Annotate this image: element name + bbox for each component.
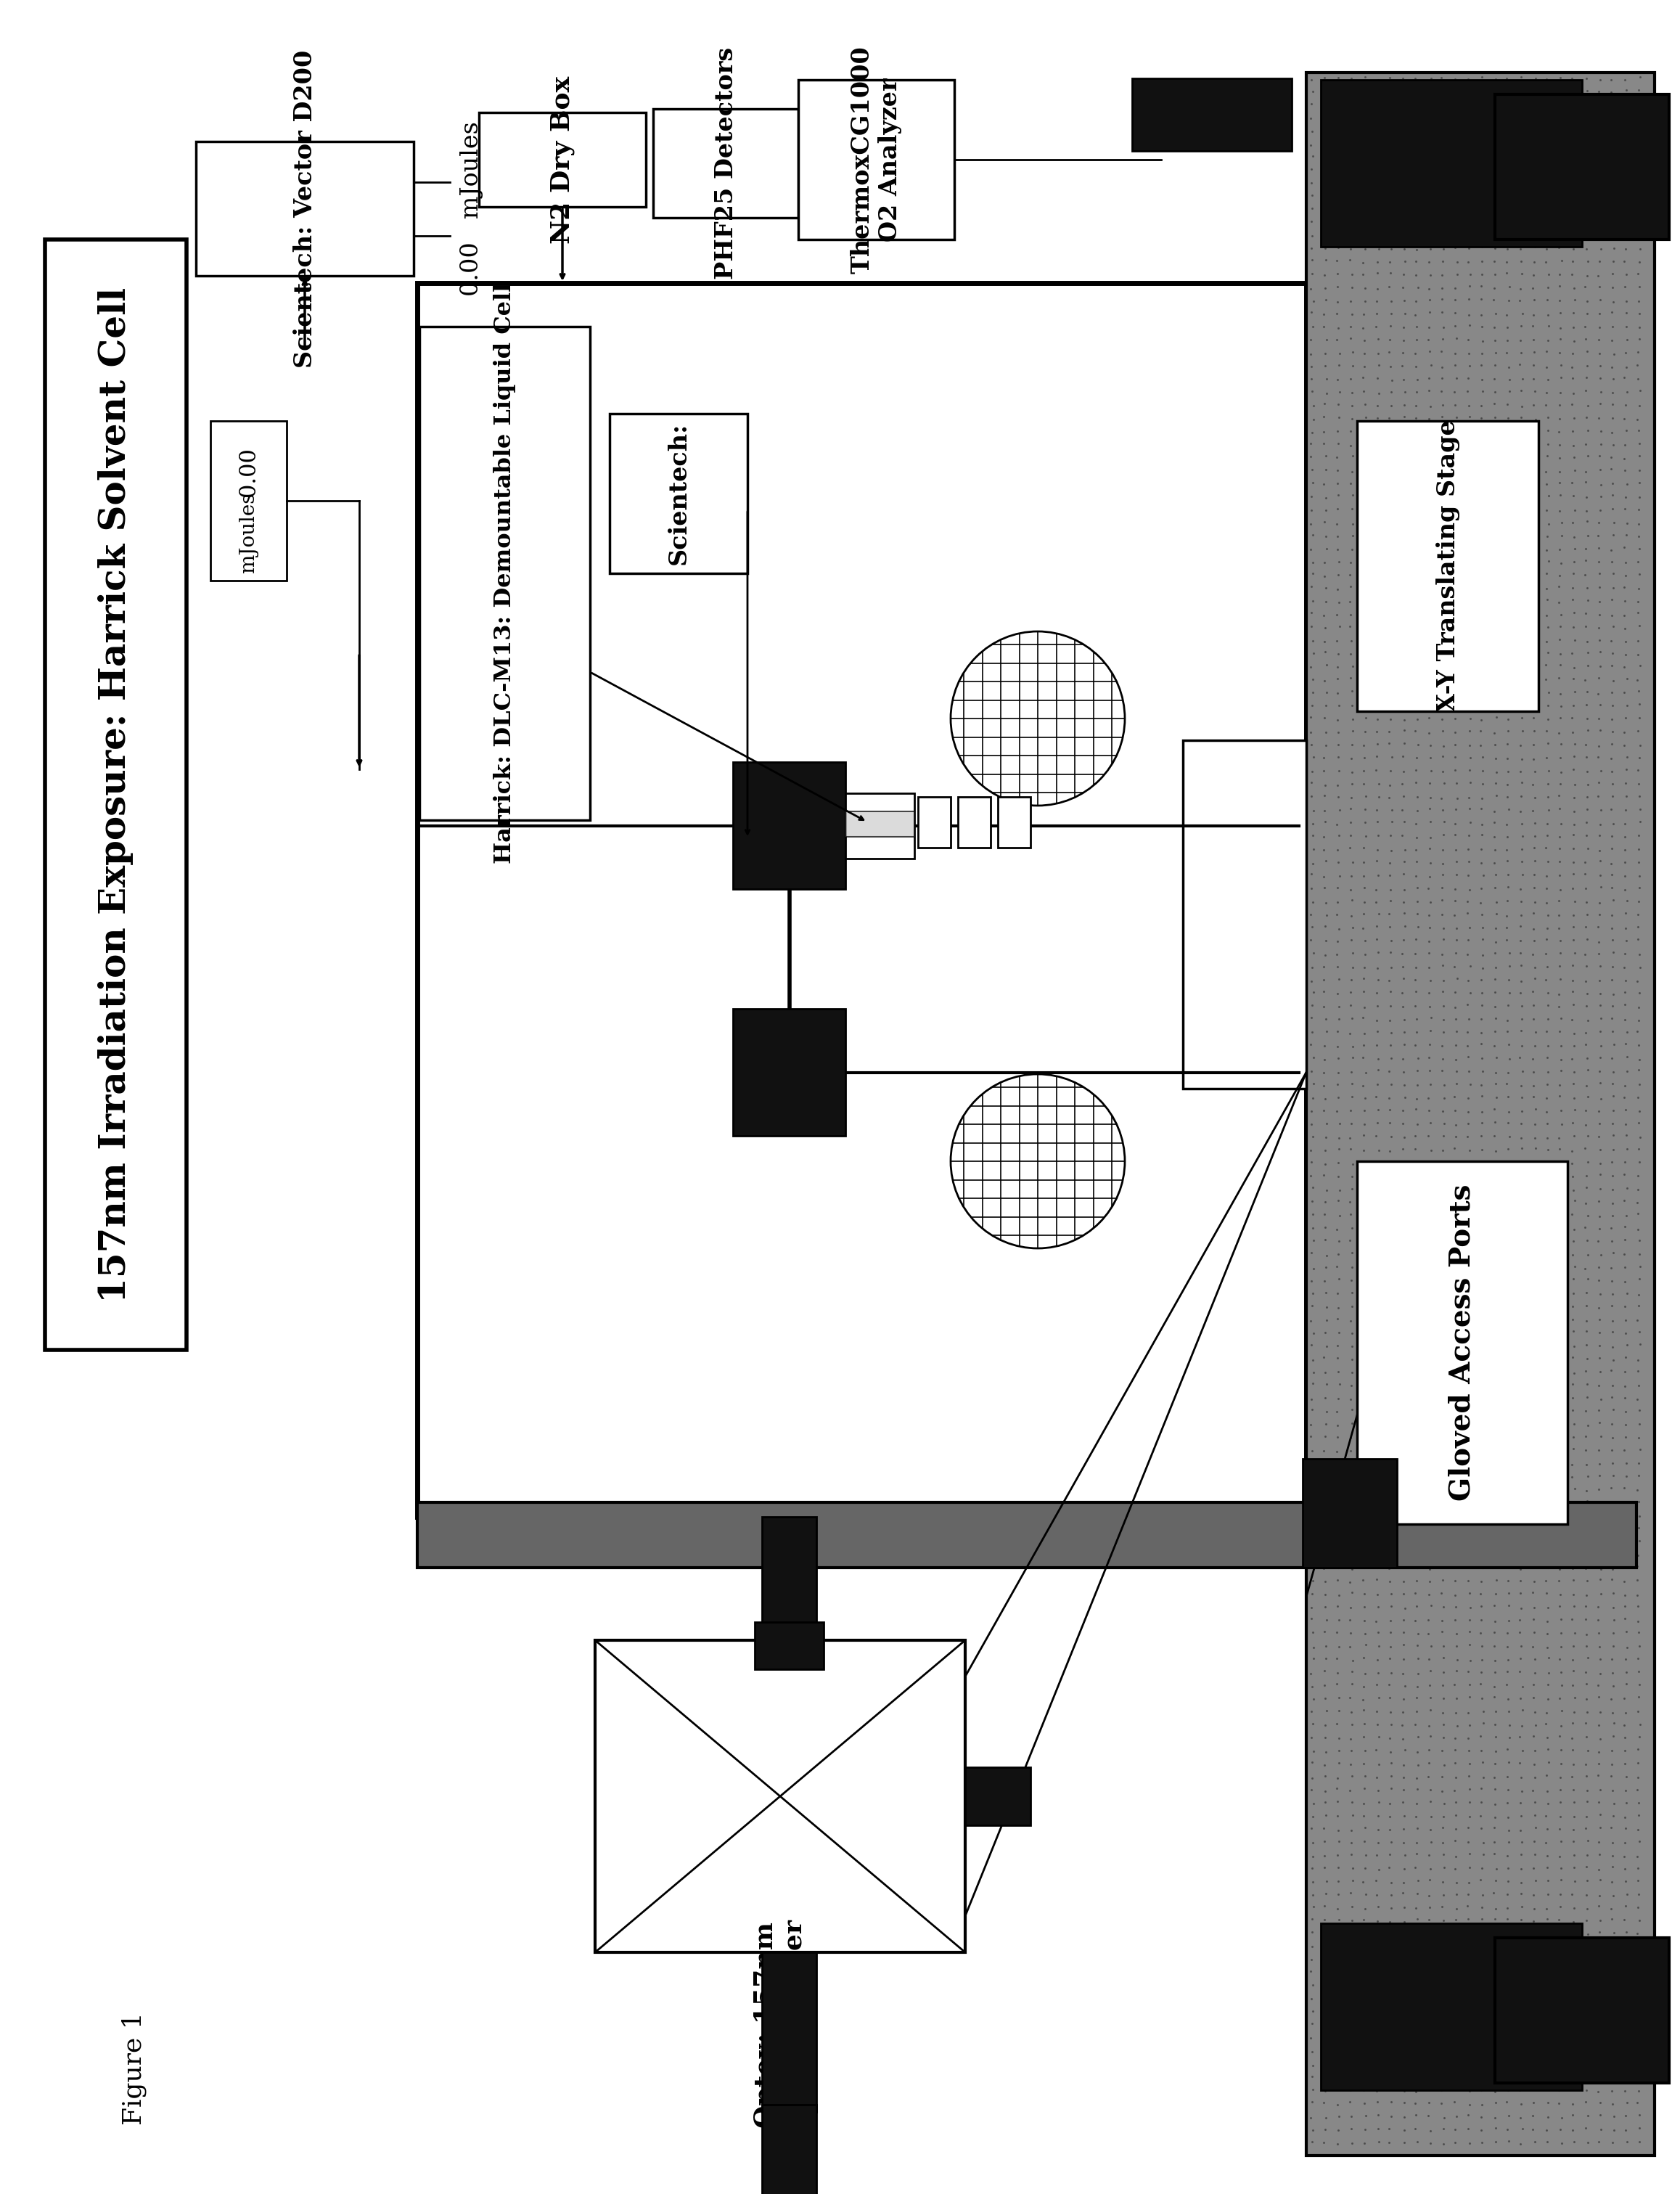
Text: Harrick: DLC-M13: Demountable Liquid Cell: Harrick: DLC-M13: Demountable Liquid Cel… [494, 283, 516, 864]
Bar [1495, 94, 1670, 239]
Text: Scientech: Vector D200: Scientech: Vector D200 [292, 50, 318, 369]
Text: N2 Dry Box: N2 Dry Box [549, 77, 575, 244]
Bar [763, 2104, 816, 2194]
Bar [1320, 79, 1583, 246]
Bar [1302, 1459, 1398, 1569]
Bar [1183, 739, 1307, 1088]
Bar [417, 283, 1307, 1516]
Bar [732, 761, 845, 889]
Bar [479, 112, 645, 206]
Bar [1357, 421, 1539, 711]
Text: Scientech:: Scientech: [667, 421, 690, 564]
Text: Figure 1: Figure 1 [121, 2012, 146, 2126]
Bar [1495, 1937, 1670, 2082]
Text: ThermoxCG1000
O2 Analyzer: ThermoxCG1000 O2 Analyzer [850, 46, 902, 274]
Bar [754, 1621, 823, 1670]
Bar [210, 421, 287, 581]
Bar [595, 1641, 966, 1953]
Bar [1132, 79, 1292, 151]
Text: PHF25 Detectors: PHF25 Detectors [714, 46, 738, 279]
Circle shape [951, 632, 1126, 805]
Bar [417, 1503, 1636, 1569]
Bar [654, 110, 798, 217]
Bar [966, 1766, 1030, 1825]
Bar [798, 79, 954, 239]
Text: Gloved Access Ports: Gloved Access Ports [1448, 1185, 1477, 1501]
Circle shape [951, 1075, 1126, 1248]
Bar [845, 812, 914, 836]
Bar [998, 796, 1030, 847]
Bar [763, 1953, 816, 2113]
Text: mJoules: mJoules [239, 491, 259, 573]
Bar [610, 415, 748, 573]
Bar [917, 796, 951, 847]
Text: 157nm Irradiation Exposure: Harrick Solvent Cell: 157nm Irradiation Exposure: Harrick Solv… [97, 287, 133, 1303]
Bar [45, 239, 186, 1349]
Bar [197, 143, 413, 276]
Text: 0.00   mJoules: 0.00 mJoules [460, 121, 484, 296]
Text: X-Y Translating Stage: X-Y Translating Stage [1436, 419, 1460, 713]
Bar [1320, 1924, 1583, 2091]
Bar [732, 1009, 845, 1136]
Bar [1307, 72, 1655, 2155]
Bar [763, 1516, 816, 1626]
Text: 0.00: 0.00 [237, 448, 260, 496]
Bar [958, 796, 991, 847]
Bar [420, 327, 590, 821]
Bar [1357, 1161, 1567, 1525]
Text: Optex: 157nm
Excimer Laser: Optex: 157nm Excimer Laser [754, 1920, 806, 2130]
Bar [845, 792, 914, 858]
